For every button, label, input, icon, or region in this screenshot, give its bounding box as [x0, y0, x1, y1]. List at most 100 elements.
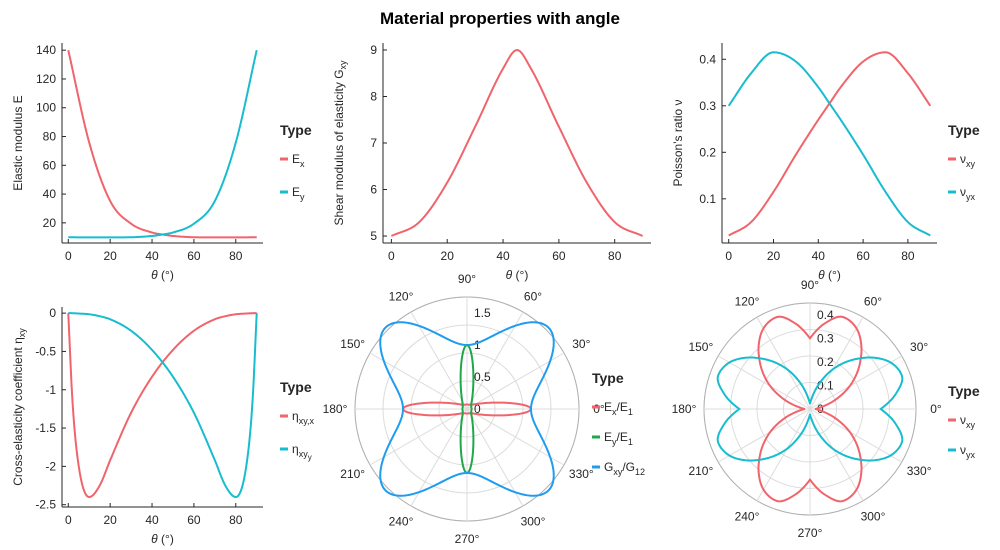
radial-tick-label: 1: [474, 338, 481, 352]
x-tick-label: 60: [552, 249, 566, 263]
angle-tick-label: 210°: [688, 464, 713, 478]
chart-panel-1: 0 20 40 60 80 20 40 60 80 100 120 140 θ (°) Elastic m…: [11, 43, 312, 282]
x-tick-label: 40: [145, 513, 159, 527]
polar-spoke: [466, 408, 524, 507]
x-tick-label: 60: [856, 249, 870, 263]
x-tick-label: 20: [103, 513, 117, 527]
x-tick-label: 40: [496, 249, 510, 263]
label-part: θ: [818, 268, 825, 282]
label-part: (°): [512, 268, 528, 282]
label-part: yx: [966, 192, 976, 202]
label-part: ν: [960, 413, 966, 427]
label-part: θ: [151, 532, 158, 546]
x-tick-label: 20: [767, 249, 781, 263]
polar-spoke: [466, 311, 524, 410]
y-tick-label: -1: [45, 383, 56, 397]
legend-entry: νxy: [960, 413, 976, 430]
polar-spoke: [756, 316, 811, 410]
polar-spoke: [809, 408, 903, 463]
label-part: E: [604, 400, 612, 414]
legend-title: Type: [948, 122, 980, 138]
label-part: y: [308, 453, 312, 462]
label-part: xy: [338, 60, 348, 70]
series-line-1: [67, 312, 257, 499]
angle-tick-label: 270°: [455, 532, 480, 546]
label-part: η: [292, 409, 299, 423]
y-tick-label: 20: [43, 216, 57, 230]
chart-panel-6: 0° 30° 60° 90° 120° 150° 180° 210° 240° 270° 300° 3…: [672, 278, 980, 540]
label-part: E: [604, 430, 612, 444]
y-axis-label: Elastic modulus E: [11, 95, 25, 190]
angle-tick-label: 0°: [930, 402, 942, 416]
label-part: /G: [622, 460, 635, 474]
polar-spoke: [369, 408, 468, 466]
legend-title: Type: [280, 122, 312, 138]
legend-entry: Ey/E1: [604, 430, 633, 447]
label-part: Shear modulus of elasticity G: [332, 69, 346, 225]
y-tick-label: 7: [370, 136, 377, 150]
label-part: yx: [966, 450, 976, 460]
label-part: xy: [966, 420, 976, 430]
angle-tick-label: 60°: [864, 295, 882, 309]
legend-title: Type: [948, 383, 980, 399]
y-tick-label: 0.3: [699, 99, 716, 113]
y-tick-label: 0.4: [699, 52, 716, 66]
radial-tick-label: 0: [817, 402, 824, 416]
label-part: xy: [299, 449, 309, 459]
y-tick-label: 0.1: [699, 192, 716, 206]
series-line-1: [728, 51, 932, 237]
y-axis-label: Cross-elasticity coefficient ηxy: [11, 328, 27, 486]
radial-tick-label: 0.2: [817, 355, 834, 369]
angle-tick-label: 30°: [572, 337, 590, 351]
label-part: y: [612, 437, 617, 447]
angle-tick-label: 180°: [323, 402, 348, 416]
x-tick-label: 60: [187, 513, 201, 527]
angle-tick-label: 0°: [593, 402, 605, 416]
x-tick-label: 40: [145, 249, 159, 263]
label-part: Cross-elasticity coefficient η: [11, 337, 25, 486]
x-tick-label: 80: [901, 249, 915, 263]
x-tick-label: 40: [812, 249, 826, 263]
radial-tick-label: 0.3: [817, 331, 834, 345]
x-axis-label: θ (°): [818, 268, 841, 282]
angle-tick-label: 150°: [340, 337, 365, 351]
label-part: xy: [966, 159, 976, 169]
x-tick-label: 20: [103, 249, 117, 263]
x-axis-label: θ (°): [151, 532, 174, 546]
label-part: ν: [960, 443, 966, 457]
series-line-2: [727, 51, 931, 237]
polar-series-2: [716, 356, 904, 462]
angle-tick-label: 240°: [735, 509, 760, 523]
label-part: E: [292, 185, 300, 199]
polar-spoke: [369, 352, 468, 410]
label-part: y: [300, 192, 305, 202]
radial-tick-label: 0.1: [817, 378, 834, 392]
label-part: (°): [158, 532, 174, 546]
radial-tick-label: 1.5: [474, 306, 491, 320]
label-part: xy,x: [299, 416, 315, 426]
y-tick-label: 80: [43, 130, 57, 144]
legend-entry: Ex/E1: [604, 400, 633, 417]
radial-tick-label: 0.4: [817, 308, 834, 322]
legend-entry: Ex: [292, 152, 305, 169]
chart-panel-4: 0 20 40 60 80 0 -0.5 -1 -1.5 -2 -2.5 θ (°) Cross-ela…: [11, 306, 315, 546]
label-part: 1: [628, 437, 633, 447]
angle-tick-label: 150°: [688, 340, 713, 354]
y-tick-label: -2: [45, 459, 56, 473]
label-part: /E: [617, 430, 628, 444]
y-tick-label: 140: [36, 43, 56, 57]
y-tick-label: 8: [370, 89, 377, 103]
polar-spoke: [756, 408, 811, 502]
radial-tick-label: 0.5: [474, 370, 491, 384]
x-tick-label: 0: [65, 249, 72, 263]
angle-tick-label: 300°: [861, 509, 886, 523]
label-part: θ: [151, 268, 158, 282]
angle-tick-label: 120°: [735, 295, 760, 309]
x-tick-label: 0: [388, 249, 395, 263]
label-part: (°): [825, 268, 841, 282]
series-line-2: [68, 49, 258, 239]
angle-tick-label: 30°: [910, 340, 928, 354]
